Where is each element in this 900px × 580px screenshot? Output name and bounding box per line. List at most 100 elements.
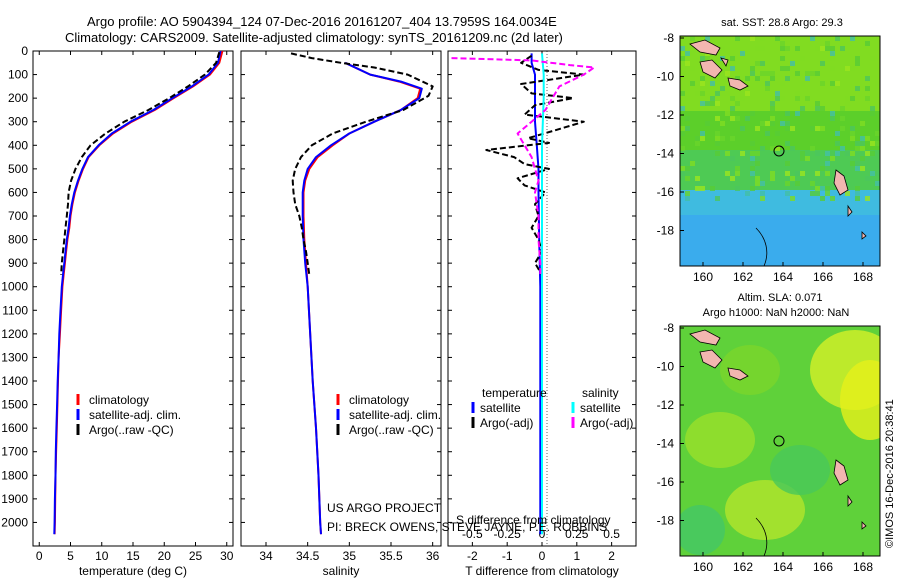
salinity-plot-frame <box>240 50 442 547</box>
sst-pixel <box>845 191 850 196</box>
sst-pixel <box>700 131 705 136</box>
sst-pixel <box>785 76 790 81</box>
sst-pixel <box>795 46 800 51</box>
sst-pixel <box>825 151 830 156</box>
sst-pixel <box>785 126 790 131</box>
sst-pixel <box>855 56 860 61</box>
project-line1: US ARGO PROJECT <box>327 501 442 515</box>
sst-pixel <box>875 81 880 86</box>
sst-pixel <box>830 111 835 116</box>
sst-pixel <box>745 191 750 196</box>
sst-pixel <box>685 51 690 56</box>
sst-pixel <box>835 131 840 136</box>
sst-pixel <box>795 181 800 186</box>
sst-pixel <box>875 141 880 146</box>
legend-label: Argo(-adj) <box>480 416 533 430</box>
x-tick-label: 25 <box>189 549 203 563</box>
x-tick-label: 10 <box>95 549 109 563</box>
sst-pixel <box>860 141 865 146</box>
sst-pixel <box>795 171 800 176</box>
temperature-panel: 0100200300400500600700800900100011001200… <box>1 44 233 578</box>
y-tick-label: 1300 <box>1 350 28 364</box>
sst-pixel <box>810 36 815 41</box>
sst-pixel <box>830 116 835 121</box>
sst-pixel <box>785 181 790 186</box>
y-tick-label: 1400 <box>1 374 28 388</box>
sst-pixel <box>680 131 685 136</box>
sst-pixel <box>810 191 815 196</box>
y-tick-label: 1100 <box>2 303 28 317</box>
sst-pixel <box>750 66 755 71</box>
sst-pixel <box>735 76 740 81</box>
sst-pixel <box>810 126 815 131</box>
sst-pixel <box>695 136 700 141</box>
sst-pixel <box>800 156 805 161</box>
map-x-tick-label: 162 <box>733 270 753 284</box>
sst-pixel <box>865 151 870 156</box>
sst-pixel <box>865 86 870 91</box>
sst-pixel <box>815 101 820 106</box>
sst-pixel <box>785 161 790 166</box>
sst-pixel <box>765 131 770 136</box>
sst-pixel <box>785 66 790 71</box>
y-tick-label: 2000 <box>1 515 28 529</box>
sla-mid-anomaly <box>720 345 780 395</box>
sst-pixel <box>785 141 790 146</box>
sst-pixel <box>850 36 855 41</box>
sst-pixel <box>845 151 850 156</box>
island-shape <box>833 459 849 486</box>
island-shape <box>727 77 749 91</box>
sst-pixel <box>800 151 805 156</box>
sst-pixel <box>715 141 720 146</box>
sst-pixel <box>680 126 685 131</box>
temperature-x-axis: 0 5 10 15 20 25 30 <box>33 50 234 563</box>
legend-label: climatology <box>349 393 409 407</box>
y-tick-label: 500 <box>8 162 28 176</box>
y-tick-label: 1800 <box>1 468 28 482</box>
sst-pixel <box>745 91 750 96</box>
sst-pixel <box>820 61 825 66</box>
salinity-panel: 34 34.5 35 35.5 36 salinity climatologysatel… <box>240 50 442 578</box>
sst-pixel <box>795 91 800 96</box>
y-tick-label: 0 <box>21 44 28 58</box>
sst-pixel <box>710 101 715 106</box>
y-tick-label: 1900 <box>1 492 28 506</box>
sst-pixel <box>770 116 775 121</box>
sst-pixel <box>750 186 755 191</box>
sst-pixel <box>680 146 685 151</box>
sst-pixel <box>855 186 860 191</box>
sst-pixel <box>725 91 730 96</box>
sst-pixel <box>695 181 700 186</box>
sst-pixel <box>685 196 690 201</box>
sst-pixel <box>775 96 780 101</box>
sst-pixel <box>870 56 875 61</box>
map-y-tick-label: -8 <box>663 31 674 45</box>
sst-pixel <box>820 106 825 111</box>
sst-pixel <box>865 176 870 181</box>
sst-pixel <box>840 116 845 121</box>
sst-pixel <box>760 181 765 186</box>
x-tick-label: 35 <box>343 549 357 563</box>
sst-pixel <box>730 66 735 71</box>
sst-pixel <box>710 96 715 101</box>
credit-text: ©IMOS 16-Dec-2016 20:38:41 <box>884 399 896 548</box>
sst-pixel <box>775 146 780 151</box>
sst-pixel <box>850 161 855 166</box>
sst-pixel <box>845 66 850 71</box>
series-line-argo-adj- <box>451 57 596 275</box>
sst-pixel <box>750 166 755 171</box>
sst-map: sat. SST: 28.8 Argo: 29.3 160 162 164 166 16… <box>657 17 881 284</box>
sst-pixel <box>785 46 790 51</box>
sst-pixel <box>810 146 815 151</box>
sla-low-anomaly <box>770 445 830 495</box>
map-y-tick-label: -12 <box>657 108 675 122</box>
map-y-tick-label: -12 <box>657 398 675 412</box>
series-line-argo-raw-qc- <box>60 51 221 275</box>
map-y-tick-label: -14 <box>657 437 675 451</box>
map-y-tick-label: -16 <box>657 475 675 489</box>
sst-pixel <box>680 56 685 61</box>
sst-map-axes: 160 162 164 166 168 -8 -10 -12 -14 -16 -18 <box>657 31 874 284</box>
sst-pixel <box>715 196 720 201</box>
island-shape <box>833 169 849 196</box>
sst-pixel <box>690 81 695 86</box>
